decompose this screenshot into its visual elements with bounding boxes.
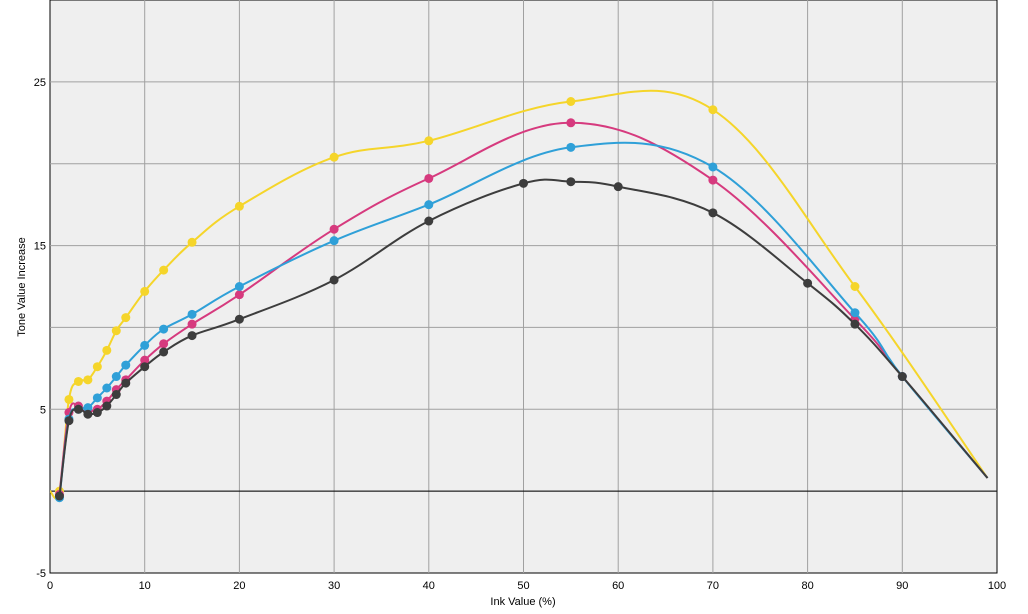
data-point <box>159 347 169 357</box>
data-point <box>850 308 860 318</box>
data-point <box>92 393 102 403</box>
x-tick-label: 30 <box>328 580 340 592</box>
x-tick-label: 0 <box>47 580 53 592</box>
data-point <box>234 290 244 300</box>
x-tick-label: 20 <box>233 580 245 592</box>
data-point <box>83 409 93 419</box>
data-point <box>566 97 576 107</box>
data-point <box>102 345 112 355</box>
data-point <box>708 105 718 115</box>
data-point <box>329 236 339 246</box>
x-tick-label: 90 <box>896 580 908 592</box>
series-line <box>58 141 989 498</box>
data-point <box>121 313 131 323</box>
data-point <box>424 173 434 183</box>
data-point <box>708 175 718 185</box>
y-tick-label: 25 <box>34 77 46 89</box>
x-axis-title: Ink Value (%) <box>490 596 555 608</box>
data-point <box>850 282 860 291</box>
data-point <box>159 339 169 349</box>
data-point <box>111 372 121 382</box>
data-point <box>121 360 131 370</box>
data-point <box>424 136 434 146</box>
data-point <box>92 408 102 418</box>
data-point <box>329 152 339 162</box>
data-point <box>83 375 93 385</box>
data-point <box>850 319 860 329</box>
data-point <box>140 355 150 365</box>
data-point <box>187 331 197 341</box>
x-tick-label: 40 <box>423 580 435 592</box>
y-tick-label: -5 <box>36 568 46 580</box>
x-tick-label: 70 <box>707 580 719 592</box>
data-point <box>708 208 718 218</box>
series-layer <box>49 89 989 503</box>
data-point <box>73 376 83 386</box>
data-point <box>187 319 197 329</box>
data-point <box>54 491 64 501</box>
tick-labels: 0 10 20 30 40 50 60 70 80 90 100 -5 5 15 25 <box>34 77 1006 592</box>
data-point <box>121 378 131 388</box>
data-point <box>329 275 339 285</box>
series-0 <box>49 89 989 500</box>
data-point <box>897 372 907 382</box>
data-point <box>234 282 244 291</box>
data-point <box>83 403 93 413</box>
data-point <box>187 309 197 319</box>
data-point <box>613 182 623 192</box>
series-3 <box>54 177 989 501</box>
data-point <box>159 324 169 334</box>
data-point <box>803 278 813 288</box>
data-point <box>111 390 121 400</box>
data-point <box>329 224 339 234</box>
x-tick-label: 80 <box>801 580 813 592</box>
x-tick-label: 10 <box>139 580 151 592</box>
data-point <box>424 216 434 226</box>
data-point <box>566 142 576 152</box>
data-point <box>140 340 150 350</box>
data-point <box>234 201 244 211</box>
data-point <box>92 362 102 372</box>
x-tick-label: 100 <box>988 580 1006 592</box>
data-point <box>102 401 112 411</box>
grid-lines <box>50 0 997 573</box>
data-point <box>102 383 112 393</box>
data-point <box>187 237 197 247</box>
data-point <box>566 177 576 187</box>
data-point <box>708 162 718 172</box>
data-point <box>566 118 576 128</box>
data-point <box>140 362 150 372</box>
data-point <box>111 326 121 336</box>
y-axis-title: Tone Value Increase <box>16 237 28 336</box>
data-point <box>64 416 74 426</box>
data-point <box>519 178 528 188</box>
data-point <box>73 404 83 414</box>
data-point <box>140 286 150 296</box>
data-point <box>64 394 74 404</box>
x-tick-label: 50 <box>517 580 529 592</box>
y-tick-label: 15 <box>34 241 46 253</box>
y-tick-label: 5 <box>40 404 46 416</box>
data-point <box>424 200 434 210</box>
data-point <box>159 265 169 275</box>
x-tick-label: 60 <box>612 580 624 592</box>
data-point <box>234 314 244 324</box>
